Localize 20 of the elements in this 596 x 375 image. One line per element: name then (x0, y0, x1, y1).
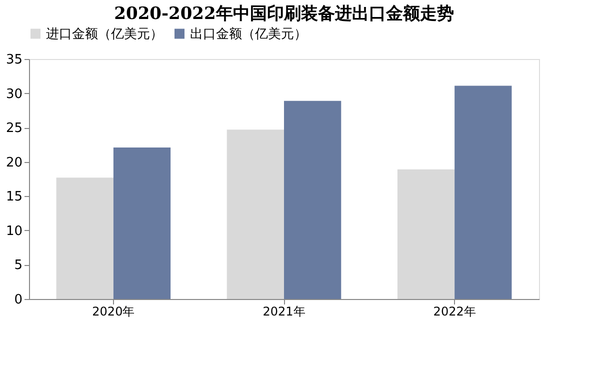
y-tick-label: 0 (14, 292, 22, 308)
bar (113, 147, 171, 299)
bar (226, 130, 284, 299)
x-tick-label: 2022年 (433, 304, 476, 318)
y-tick-label: 10 (6, 224, 22, 239)
x-tick-label: 2020年 (92, 304, 135, 318)
y-tick-label: 15 (6, 190, 22, 205)
legend-label: 出口金额（亿美元） (190, 26, 307, 42)
bar (454, 86, 512, 299)
y-tick-label: 35 (6, 52, 22, 68)
y-tick-label: 30 (6, 86, 22, 102)
bar (397, 169, 455, 299)
y-tick-label: 20 (6, 155, 22, 170)
x-tick-label: 2021年 (262, 304, 306, 318)
y-tick-label: 25 (6, 121, 22, 136)
legend-label: 进口金额（亿美元） (46, 26, 163, 42)
bar (56, 178, 114, 299)
bar (284, 100, 342, 299)
chart-title: 2020-2022年中国印刷装备进出口金额走势 (114, 4, 454, 24)
y-tick-label: 5 (14, 258, 22, 274)
